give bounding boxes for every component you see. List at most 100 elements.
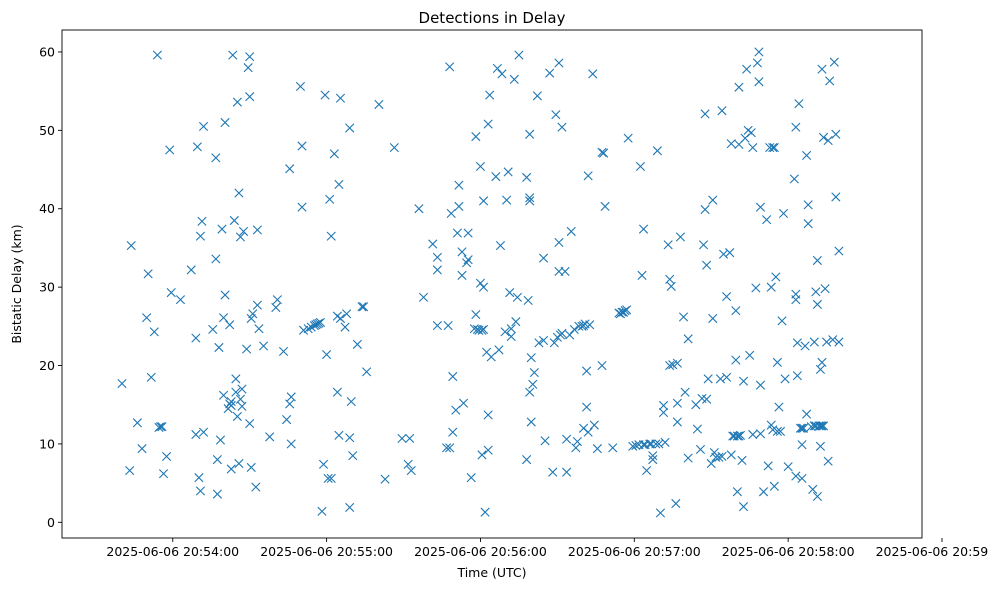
data-point-marker — [623, 133, 633, 143]
data-point-marker — [802, 150, 812, 161]
data-point-marker — [722, 372, 732, 382]
data-point-marker — [814, 421, 824, 431]
data-point-marker — [448, 371, 458, 382]
data-point-marker — [406, 465, 416, 476]
data-point-marker — [817, 357, 827, 367]
data-point-marker — [243, 63, 253, 73]
data-point-marker — [545, 68, 555, 78]
data-point-marker — [812, 255, 822, 266]
data-point-marker — [211, 153, 221, 163]
data-point-marker — [772, 357, 782, 367]
data-point-marker — [526, 353, 536, 363]
x-tick-label: 2025-06-06 20:57:00 — [568, 544, 701, 559]
x-tick-label: 2025-06-06 20:54:00 — [106, 544, 239, 559]
data-point-marker — [565, 330, 575, 340]
data-point-marker — [432, 252, 442, 262]
data-point-marker — [229, 215, 239, 226]
data-point-marker — [235, 232, 246, 242]
data-point-marker — [526, 417, 536, 427]
data-point-marker — [522, 172, 532, 182]
data-point-marker — [326, 231, 336, 241]
data-point-marker — [475, 278, 486, 288]
data-point-marker — [583, 427, 593, 437]
data-point-marker — [797, 423, 807, 433]
data-point-marker — [483, 445, 493, 455]
data-point-marker — [511, 317, 521, 327]
data-point-marker — [651, 439, 661, 449]
data-point-marker — [486, 352, 496, 362]
data-point-marker — [143, 269, 153, 279]
data-point-marker — [342, 309, 352, 319]
data-point-marker — [191, 429, 201, 440]
data-point-marker — [714, 452, 724, 462]
data-point-marker — [717, 451, 727, 462]
data-point-marker — [297, 202, 307, 212]
data-point-marker — [251, 482, 261, 492]
data-point-marker — [817, 421, 827, 431]
data-point-marker — [789, 174, 799, 184]
data-point-marker — [146, 372, 156, 382]
data-point-marker — [306, 322, 316, 332]
data-point-marker — [791, 122, 801, 132]
data-point-marker — [194, 473, 204, 483]
data-point-marker — [471, 309, 481, 320]
data-point-marker — [503, 167, 513, 177]
data-point-marker — [617, 307, 627, 317]
data-point-marker — [754, 77, 764, 87]
data-point-marker — [345, 123, 355, 133]
data-point-marker — [831, 129, 841, 139]
data-point-marker — [340, 322, 350, 332]
data-point-marker — [726, 450, 736, 460]
data-point-marker — [198, 121, 209, 132]
data-point-marker — [254, 324, 264, 334]
data-point-marker — [446, 208, 456, 219]
data-point-marker — [778, 208, 789, 219]
data-point-marker — [818, 421, 829, 431]
data-point-marker — [823, 135, 833, 146]
data-point-marker — [457, 270, 467, 280]
data-point-marker — [428, 239, 438, 249]
data-point-marker — [137, 444, 147, 454]
data-point-marker — [478, 282, 489, 292]
y-tick-label: 20 — [39, 358, 55, 373]
data-point-marker — [557, 328, 567, 338]
data-point-marker — [562, 434, 572, 444]
x-axis-ticks: 2025-06-06 20:54:00 2025-06-06 20:55:00 20… — [106, 538, 988, 559]
data-point-marker — [332, 387, 342, 397]
data-point-marker — [628, 441, 638, 451]
data-point-marker — [285, 399, 295, 409]
data-point-marker — [725, 248, 735, 258]
data-point-marker — [692, 424, 702, 434]
data-point-marker — [514, 50, 524, 60]
data-point-marker — [762, 215, 772, 225]
data-point-marker — [748, 429, 758, 440]
data-point-marker — [191, 333, 201, 343]
data-point-marker — [592, 444, 602, 454]
data-point-marker — [125, 465, 135, 476]
data-point-marker — [792, 338, 802, 348]
data-point-marker — [197, 216, 207, 226]
data-point-marker — [475, 161, 486, 171]
data-point-marker — [538, 335, 549, 346]
data-point-marker — [445, 62, 455, 72]
data-point-marker — [403, 459, 413, 469]
data-point-marker — [220, 290, 230, 300]
data-point-marker — [286, 392, 296, 402]
data-point-marker — [582, 366, 592, 376]
data-point-marker — [208, 324, 218, 335]
data-point-marker — [418, 292, 429, 302]
data-point-marker — [654, 439, 664, 449]
data-point-marker — [803, 200, 813, 210]
data-point-marker — [775, 426, 786, 436]
data-point-marker — [635, 161, 646, 171]
plot-area-background — [62, 30, 922, 538]
data-point-marker — [322, 349, 332, 360]
data-point-marker — [211, 254, 221, 264]
data-point-marker — [815, 364, 826, 375]
data-point-marker — [397, 433, 407, 444]
data-point-marker — [245, 418, 255, 429]
data-point-marker — [245, 92, 255, 102]
data-point-marker — [218, 313, 229, 323]
data-point-marker — [738, 376, 749, 386]
data-point-marker — [242, 344, 252, 354]
